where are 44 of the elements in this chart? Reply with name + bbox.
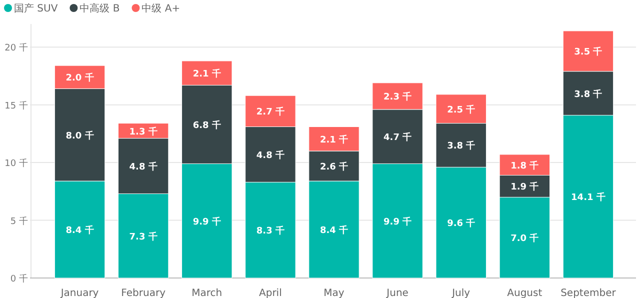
data-label: 2.7 千 xyxy=(256,106,284,118)
data-label: 2.5 千 xyxy=(447,104,476,116)
data-label: 1.9 千 xyxy=(510,182,539,193)
data-label: 3.8 千 xyxy=(574,88,602,100)
data-label: 2.1 千 xyxy=(320,134,348,146)
data-label: 2.0 千 xyxy=(66,72,94,84)
data-label: 2.3 千 xyxy=(384,92,412,103)
data-label: 2.6 千 xyxy=(320,162,348,173)
data-label: 1.3 千 xyxy=(129,126,158,138)
data-label: 8.3 千 xyxy=(256,226,284,237)
data-label: 9.6 千 xyxy=(447,218,476,230)
y-tick-label: 5 千 xyxy=(10,216,28,227)
data-label: 3.8 千 xyxy=(447,140,476,152)
y-tick-label: 20 千 xyxy=(4,42,28,54)
y-tick-label: 15 千 xyxy=(4,100,28,112)
x-tick-label: February xyxy=(121,288,166,298)
x-tick-label: June xyxy=(386,288,408,298)
data-label: 9.9 千 xyxy=(192,216,221,228)
x-tick-label: April xyxy=(259,288,282,298)
data-label: 2.1 千 xyxy=(192,68,221,80)
data-label: 8.4 千 xyxy=(320,225,348,236)
data-label: 4.8 千 xyxy=(129,162,158,173)
x-tick-label: August xyxy=(507,288,542,298)
data-label: 9.9 千 xyxy=(384,216,412,228)
y-tick-label: 0 千 xyxy=(10,274,28,284)
data-label: 14.1 千 xyxy=(571,192,606,204)
legend-label: 中高级 B xyxy=(80,2,120,14)
legend-label: 国产 SUV xyxy=(14,2,58,14)
x-tick-label: July xyxy=(451,288,470,298)
data-label: 8.0 千 xyxy=(66,130,94,142)
y-tick-label: 10 千 xyxy=(4,158,28,170)
x-tick-label: March xyxy=(192,288,222,298)
x-tick-label: September xyxy=(560,288,617,298)
data-label: 4.8 千 xyxy=(256,150,284,161)
x-tick-label: January xyxy=(60,288,99,298)
data-label: 4.7 千 xyxy=(384,132,412,144)
legend-label: 中级 A+ xyxy=(142,2,180,14)
data-label: 8.4 千 xyxy=(66,225,94,236)
data-label: 1.8 千 xyxy=(510,160,539,172)
data-label: 3.5 千 xyxy=(574,46,602,58)
data-label: 7.0 千 xyxy=(510,233,539,244)
x-tick-label: May xyxy=(324,288,344,298)
data-label: 6.8 千 xyxy=(192,120,221,131)
data-label: 7.3 千 xyxy=(129,231,158,242)
